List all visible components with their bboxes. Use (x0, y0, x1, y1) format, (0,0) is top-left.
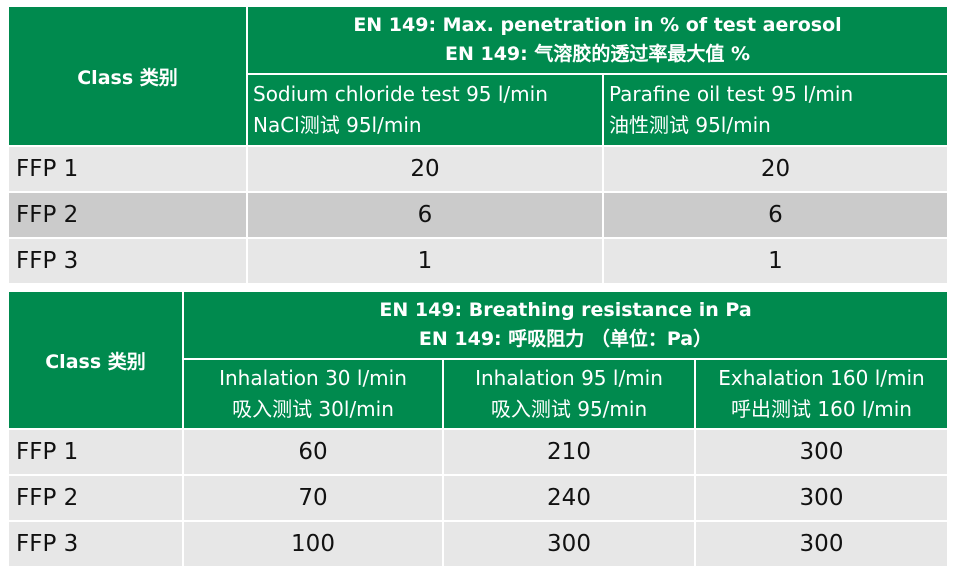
penetration-title: EN 149: Max. penetration in % of test ae… (246, 5, 949, 75)
value-cell: 240 (442, 474, 696, 522)
column-header-inhalation-95-cn: 吸入测试 95/min (490, 397, 648, 421)
resistance-title-cn: EN 149: 呼吸阻力 （单位：Pa） (418, 328, 713, 350)
value-cell: 70 (182, 474, 444, 522)
class-header: Class 类别 (7, 5, 248, 147)
row-class: FFP 2 (7, 191, 248, 239)
column-header-inhalation-95: Inhalation 95 l/min 吸入测试 95/min (442, 358, 696, 430)
row-class: FFP 2 (7, 474, 184, 522)
value-cell: 300 (693, 428, 950, 476)
value-cell: 100 (182, 520, 444, 568)
value-cell: 6 (246, 191, 604, 239)
value-cell: 210 (442, 428, 696, 476)
table-row: FFP 3 100 300 300 (7, 520, 950, 568)
column-header-paraffin-en: Parafine oil test 95 l/min (609, 82, 854, 106)
class-header-label: Class 类别 (45, 350, 146, 373)
column-header-inhalation-30: Inhalation 30 l/min 吸入测试 30l/min (182, 358, 444, 430)
penetration-table: Class 类别 EN 149: Max. penetration in % o… (7, 5, 949, 285)
value-cell: 1 (246, 237, 604, 285)
penetration-title-en: EN 149: Max. penetration in % of test ae… (353, 14, 842, 36)
row-class: FFP 3 (7, 520, 184, 568)
table-row: FFP 1 60 210 300 (7, 428, 950, 476)
column-header-inhalation-30-en: Inhalation 30 l/min (219, 366, 407, 390)
row-class: FFP 1 (7, 145, 248, 193)
value-cell: 20 (602, 145, 949, 193)
class-header: Class 类别 (7, 290, 184, 430)
column-header-paraffin-cn: 油性测试 95l/min (609, 113, 771, 137)
table-row: FFP 2 70 240 300 (7, 474, 950, 522)
table-row: FFP 2 6 6 (7, 191, 949, 239)
column-header-exhalation-160-en: Exhalation 160 l/min (718, 366, 925, 390)
value-cell: 300 (693, 520, 950, 568)
table-row: FFP 3 1 1 (7, 237, 949, 285)
column-header-nacl-cn: NaCl测试 95l/min (253, 113, 422, 137)
breathing-resistance-table: Class 类别 EN 149: Breathing resistance in… (7, 290, 950, 568)
column-header-nacl: Sodium chloride test 95 l/min NaCl测试 95l… (246, 73, 604, 147)
row-class: FFP 1 (7, 428, 184, 476)
value-cell: 20 (246, 145, 604, 193)
column-header-exhalation-160: Exhalation 160 l/min 呼出测试 160 l/min (693, 358, 950, 430)
value-cell: 6 (602, 191, 949, 239)
value-cell: 1 (602, 237, 949, 285)
resistance-title-en: EN 149: Breathing resistance in Pa (379, 299, 752, 321)
value-cell: 300 (442, 520, 696, 568)
column-header-nacl-en: Sodium chloride test 95 l/min (253, 82, 548, 106)
column-header-paraffin: Parafine oil test 95 l/min 油性测试 95l/min (602, 73, 949, 147)
column-header-inhalation-30-cn: 吸入测试 30l/min (232, 397, 394, 421)
row-class: FFP 3 (7, 237, 248, 285)
column-header-inhalation-95-en: Inhalation 95 l/min (475, 366, 663, 390)
table-row: FFP 1 20 20 (7, 145, 949, 193)
class-header-label: Class 类别 (77, 66, 178, 89)
penetration-title-cn: EN 149: 气溶胶的透过率最大值 % (444, 43, 751, 65)
value-cell: 60 (182, 428, 444, 476)
column-header-exhalation-160-cn: 呼出测试 160 l/min (731, 397, 912, 421)
value-cell: 300 (693, 474, 950, 522)
resistance-title: EN 149: Breathing resistance in Pa EN 14… (181, 290, 950, 360)
